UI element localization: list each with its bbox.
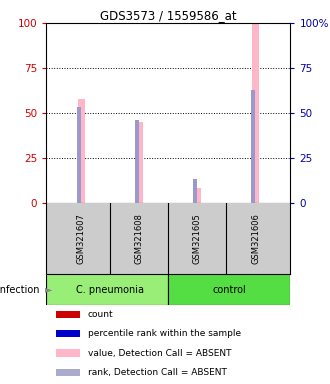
Bar [136,122,143,203]
Text: ►: ► [45,285,52,295]
Bar [46,274,168,305]
Text: percentile rank within the sample: percentile rank within the sample [88,329,241,338]
Bar [193,179,197,203]
Text: count: count [88,310,113,319]
Bar [77,108,81,203]
Text: GSM321608: GSM321608 [135,213,144,264]
Bar [251,89,255,203]
Text: rank, Detection Call = ABSENT: rank, Detection Call = ABSENT [88,368,227,377]
Text: value, Detection Call = ABSENT: value, Detection Call = ABSENT [88,349,231,358]
Bar [56,311,81,318]
Bar [56,349,81,357]
Bar [56,330,81,338]
Bar [78,99,84,203]
Bar [56,369,81,376]
Bar [135,120,139,203]
Text: GSM321607: GSM321607 [77,213,85,264]
Bar [252,23,259,203]
Text: GSM321606: GSM321606 [251,213,260,264]
Text: C. pneumonia: C. pneumonia [76,285,144,295]
Bar [168,274,290,305]
Bar [194,188,201,203]
Text: GSM321605: GSM321605 [193,213,202,264]
Text: control: control [213,285,246,295]
Text: infection: infection [0,285,40,295]
Title: GDS3573 / 1559586_at: GDS3573 / 1559586_at [100,9,237,22]
